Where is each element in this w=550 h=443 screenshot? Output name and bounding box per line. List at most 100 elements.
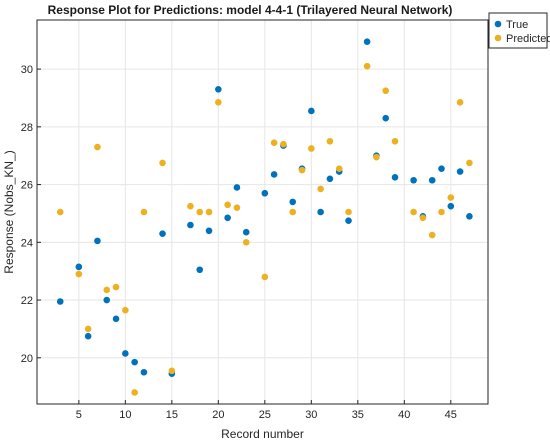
x-tick-label: 35: [352, 409, 364, 421]
x-tick-label: 45: [445, 409, 457, 421]
data-point-true: [382, 114, 390, 122]
grid-lines: [37, 20, 488, 404]
y-tick-label: 26: [21, 180, 33, 192]
x-tick-label: 30: [305, 409, 317, 421]
data-point-predicted: [112, 283, 120, 291]
data-point-true: [75, 263, 83, 271]
data-point-true: [94, 237, 101, 245]
data-point-true: [56, 298, 64, 305]
data-point-predicted: [447, 194, 455, 201]
data-point-predicted: [56, 208, 64, 216]
chart-title: Response Plot for Predictions: model 4-4…: [48, 3, 453, 17]
data-point-true: [345, 217, 352, 224]
data-point-predicted: [280, 140, 287, 148]
data-point-true: [215, 85, 222, 93]
y-tick-label: 30: [21, 64, 33, 76]
data-point-true: [270, 171, 278, 178]
data-point-predicted: [270, 139, 278, 147]
data-point-predicted: [410, 208, 417, 216]
y-tick-label: 24: [21, 237, 33, 249]
data-point-predicted: [289, 208, 297, 216]
data-point-predicted: [131, 389, 138, 396]
data-point-predicted: [391, 137, 399, 145]
data-point-predicted: [205, 208, 213, 216]
data-point-predicted: [159, 159, 166, 167]
data-point-true: [308, 107, 315, 115]
data-point-true: [456, 168, 464, 175]
data-point-true: [410, 176, 417, 184]
data-point-true: [140, 368, 148, 376]
y-tick-label: 28: [21, 122, 33, 134]
data-point-predicted: [428, 231, 436, 239]
data-point-predicted: [438, 208, 445, 216]
x-tick-label: 15: [166, 409, 178, 421]
x-tick-label: 5: [76, 409, 82, 421]
x-tick-label: 20: [212, 409, 224, 421]
data-point-predicted: [363, 62, 371, 70]
data-point-true: [391, 174, 399, 181]
legend-box: [488, 12, 548, 49]
data-point-predicted: [298, 166, 306, 174]
data-point-predicted: [103, 286, 111, 294]
data-point-true: [103, 296, 111, 304]
data-point-true: [233, 184, 241, 191]
legend-marker: [494, 20, 502, 28]
data-point-predicted: [382, 87, 390, 95]
data-point-predicted: [261, 273, 269, 281]
x-tick-label: 40: [398, 409, 410, 421]
data-point-true: [84, 332, 92, 340]
data-points: [56, 38, 473, 396]
data-point-predicted: [373, 153, 380, 161]
legend-label: True: [506, 19, 528, 31]
data-point-true: [242, 228, 250, 236]
data-point-true: [205, 227, 213, 235]
x-tick-label: 25: [259, 409, 271, 421]
data-point-predicted: [215, 98, 222, 106]
data-point-true: [112, 315, 120, 323]
data-point-predicted: [335, 165, 343, 172]
data-point-true: [261, 189, 269, 197]
y-tick-label: 20: [21, 353, 33, 365]
data-point-true: [196, 266, 204, 274]
data-point-predicted: [233, 204, 241, 211]
data-point-predicted: [187, 202, 194, 210]
data-point-true: [317, 208, 324, 216]
data-point-true: [326, 175, 334, 183]
data-point-predicted: [345, 208, 352, 216]
data-point-true: [159, 230, 166, 237]
series-predicted: [56, 62, 473, 396]
y-axis-label: Response (Nobs_KN_): [2, 150, 16, 273]
data-point-predicted: [94, 143, 101, 151]
data-point-true: [131, 358, 138, 366]
axis-ticks: 5 10 15 20 25 30 35 40 45 20 22 24 26 28 30: [21, 64, 457, 421]
data-point-predicted: [75, 270, 83, 278]
data-point-true: [187, 221, 194, 229]
data-point-true: [466, 213, 473, 220]
data-point-predicted: [196, 208, 204, 216]
y-tick-label: 22: [21, 295, 33, 307]
data-point-true: [122, 350, 129, 357]
data-point-true: [363, 38, 371, 45]
x-axis-label: Record number: [221, 427, 304, 441]
data-point-predicted: [224, 201, 231, 209]
data-point-predicted: [466, 159, 473, 167]
data-point-true: [428, 176, 436, 184]
x-tick-label: 10: [119, 409, 131, 421]
legend: True Predicted: [488, 12, 550, 49]
legend-label: Predicted: [506, 33, 550, 45]
data-point-predicted: [308, 145, 315, 152]
data-point-predicted: [84, 325, 92, 333]
data-point-true: [438, 165, 445, 172]
data-point-predicted: [317, 185, 324, 193]
data-point-predicted: [242, 239, 250, 246]
data-point-true: [224, 214, 231, 222]
plot-area-frame: [36, 19, 489, 405]
data-point-predicted: [168, 367, 176, 375]
data-point-true: [447, 202, 455, 210]
data-point-predicted: [122, 306, 129, 314]
data-point-true: [289, 198, 297, 206]
data-point-predicted: [326, 137, 334, 145]
legend-marker: [494, 34, 502, 42]
data-point-predicted: [140, 208, 148, 216]
